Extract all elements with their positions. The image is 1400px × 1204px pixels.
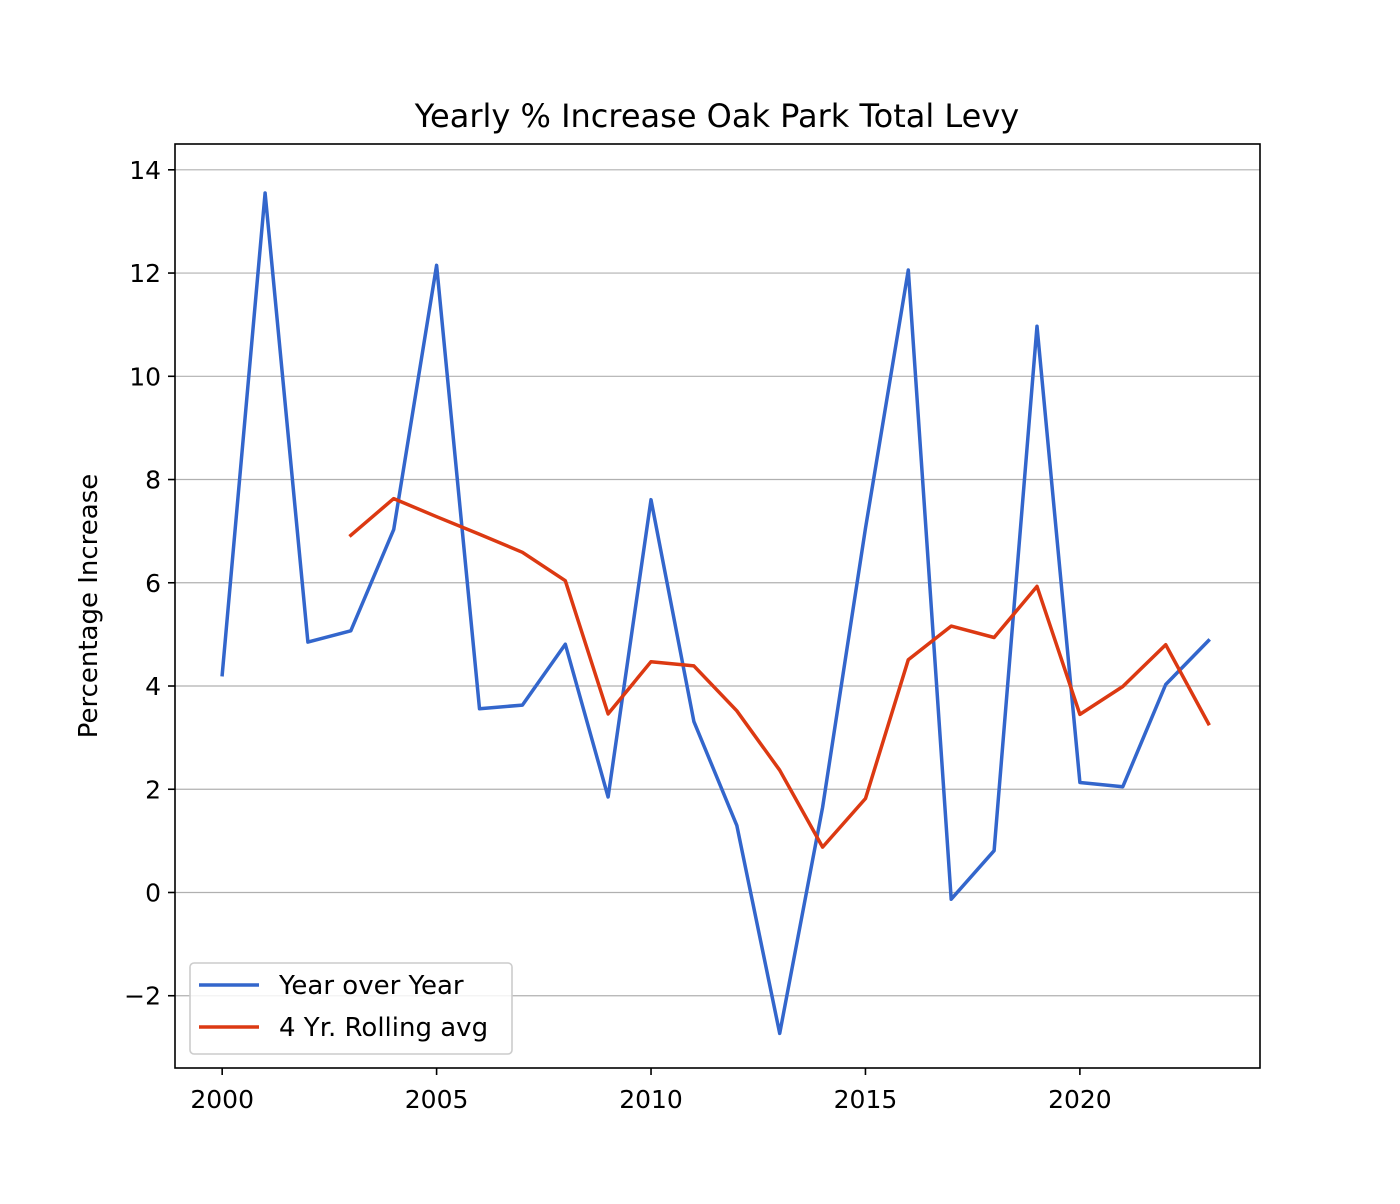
y-tick-label: 8: [145, 466, 161, 495]
y-tick-label: −2: [124, 982, 161, 1011]
y-tick-label: 14: [129, 156, 161, 185]
y-tick-label: 2: [145, 775, 161, 804]
x-tick-label: 2000: [190, 1085, 254, 1114]
x-tick-label: 2015: [834, 1085, 898, 1114]
legend: Year over Year 4 Yr. Rolling avg: [190, 963, 512, 1054]
y-tick-label: 0: [145, 878, 161, 907]
y-tick-label: 4: [145, 672, 161, 701]
x-tick-label: 2020: [1048, 1085, 1112, 1114]
legend-label-rolling-avg: 4 Yr. Rolling avg: [279, 1013, 488, 1043]
chart-title: Yearly % Increase Oak Park Total Levy: [414, 97, 1019, 135]
y-tick-label: 6: [145, 569, 161, 598]
y-tick-label: 10: [129, 362, 161, 391]
x-tick-label: 2005: [405, 1085, 469, 1114]
y-tick-label: 12: [129, 259, 161, 288]
x-tick-label: 2010: [619, 1085, 683, 1114]
y-axis-label: Percentage Increase: [74, 474, 104, 739]
legend-label-year-over-year: Year over Year: [278, 971, 464, 1001]
